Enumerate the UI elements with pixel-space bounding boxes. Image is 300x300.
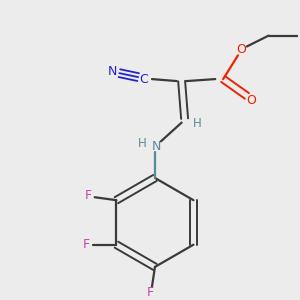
Text: F: F [85, 189, 92, 202]
Text: O: O [236, 43, 246, 56]
Text: F: F [83, 238, 90, 251]
Text: N: N [108, 65, 117, 78]
Text: N: N [152, 140, 162, 153]
Text: H: H [138, 137, 146, 150]
Text: F: F [146, 286, 154, 299]
Text: C: C [140, 73, 148, 85]
Text: H: H [193, 117, 202, 130]
Text: O: O [246, 94, 256, 107]
